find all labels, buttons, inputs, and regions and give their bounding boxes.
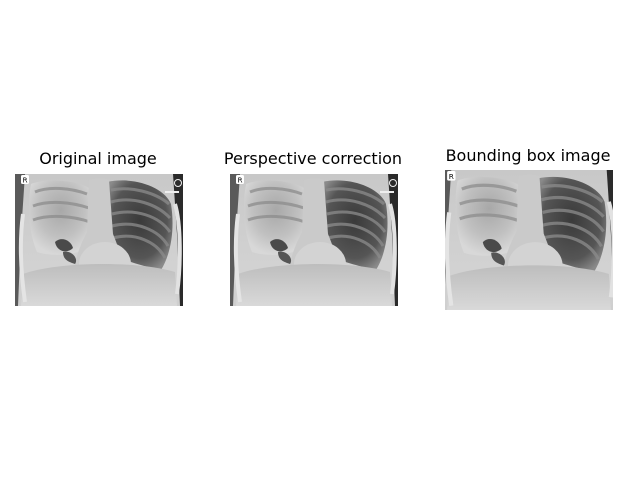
corner-circle-icon bbox=[389, 179, 397, 187]
r-marker-label: R bbox=[23, 177, 28, 185]
corner-circle-icon bbox=[174, 179, 182, 187]
r-marker-label: R bbox=[238, 177, 243, 185]
panel-title-perspective: Perspective correction bbox=[223, 149, 403, 168]
panel-title-bounding-box: Bounding box image bbox=[445, 146, 611, 165]
panel-title-original: Original image bbox=[39, 149, 157, 168]
xray-image-bounding-box: R bbox=[445, 170, 613, 310]
xray-image-original: R bbox=[15, 174, 183, 306]
r-marker-icon bbox=[21, 175, 29, 184]
r-marker-icon bbox=[447, 171, 456, 181]
corner-text-mark bbox=[380, 191, 394, 193]
xray-image-perspective: R bbox=[230, 174, 398, 306]
corner-text-mark bbox=[165, 191, 179, 193]
r-marker-label: R bbox=[449, 172, 454, 181]
r-marker-icon bbox=[236, 175, 244, 184]
